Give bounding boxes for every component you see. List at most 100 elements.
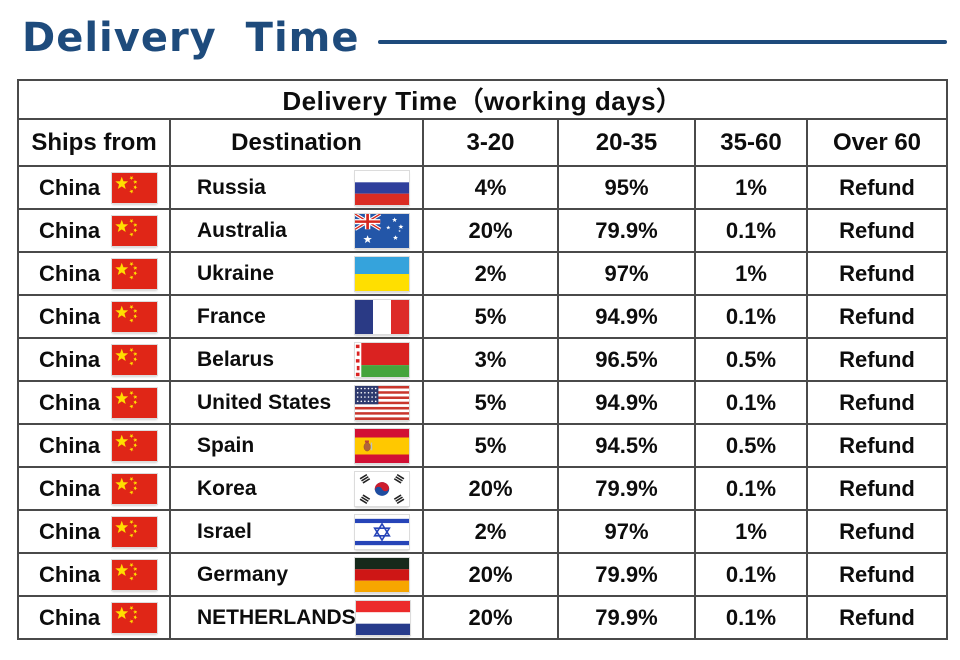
china-flag-icon (112, 602, 157, 633)
value-35-60-cell: 1% (694, 251, 808, 296)
destination-cell-content: Germany (171, 557, 422, 592)
china-flag-icon (112, 559, 157, 590)
netherlands-flag-icon (355, 600, 410, 635)
value-20-35-cell-value: 94.9% (595, 389, 658, 415)
ukraine-flag-icon (355, 256, 409, 291)
destination-label: Spain (197, 433, 255, 457)
value-35-60-cell-value: 0.1% (725, 475, 777, 501)
value-3-20-cell: 2% (422, 251, 559, 296)
value-3-20-cell-value: 20% (468, 604, 513, 630)
ships-from-cell-content: China (19, 516, 169, 547)
value-20-35-cell-value: 97% (604, 260, 649, 286)
ships-from-cell: China (17, 595, 171, 640)
over-60-cell: Refund (806, 208, 948, 253)
israel-flag-icon (355, 514, 409, 549)
value-20-35-cell: 96.5% (557, 337, 696, 382)
value-35-60-cell-value: 0.1% (725, 303, 777, 329)
ships-from-label: China (39, 561, 101, 587)
over-60-cell: Refund (806, 466, 948, 511)
column-header-row: Ships from Destination 3-20 20-35 35-60 … (17, 118, 948, 167)
value-3-20-cell-value: 3% (474, 346, 507, 372)
value-35-60-cell-value: 1% (735, 518, 767, 544)
destination-cell-content: Russia (171, 170, 422, 205)
ships-from-cell-content: China (19, 473, 169, 504)
value-35-60-cell-value: 0.5% (725, 432, 777, 458)
destination-cell: Spain (169, 423, 424, 468)
over-60-cell: Refund (806, 552, 948, 597)
table-row: China Spain 5% 94.5% 0.5% Refund (17, 423, 948, 468)
ships-from-cell-content: China (19, 559, 169, 590)
over-60-cell: Refund (806, 165, 948, 210)
destination-label: France (197, 304, 266, 328)
value-20-35-cell-value: 79.9% (595, 561, 658, 587)
destination-cell: United States (169, 380, 424, 425)
value-3-20-cell-value: 2% (474, 260, 507, 286)
ships-from-label: China (39, 475, 101, 501)
destination-label: Australia (197, 218, 287, 242)
destination-cell: Germany (169, 552, 424, 597)
over-60-cell: Refund (806, 380, 948, 425)
value-3-20-cell: 20% (422, 466, 559, 511)
destination-cell: NETHERLANDS (169, 595, 424, 640)
value-3-20-cell: 5% (422, 423, 559, 468)
col-header-3-20: 3-20 (422, 118, 559, 167)
over-60-cell-value: Refund (839, 475, 915, 501)
table-body: China Russia 4% 95% 1% Refund China Australia 20… (17, 165, 948, 640)
destination-label: NETHERLANDS (197, 605, 356, 629)
korea-flag-icon (355, 471, 409, 506)
value-3-20-cell: 3% (422, 337, 559, 382)
value-20-35-cell: 79.9% (557, 208, 696, 253)
table-row: China France 5% 94.9% 0.1% Refund (17, 294, 948, 339)
destination-label: Belarus (197, 347, 275, 371)
over-60-cell: Refund (806, 423, 948, 468)
value-20-35-cell-value: 94.9% (595, 303, 658, 329)
ships-from-cell-content: China (19, 258, 169, 289)
over-60-cell: Refund (806, 251, 948, 296)
value-20-35-cell: 79.9% (557, 552, 696, 597)
china-flag-icon (112, 516, 157, 547)
table-row: China Korea 20% 79.9% 0.1% Refund (17, 466, 948, 511)
table-row: China Belarus 3% 96.5% 0.5% Refund (17, 337, 948, 382)
value-35-60-cell: 0.1% (694, 294, 808, 339)
destination-label: Ukraine (197, 261, 275, 285)
ships-from-label: China (39, 389, 101, 415)
value-20-35-cell-value: 95% (604, 174, 649, 200)
over-60-cell-value: Refund (839, 303, 915, 329)
col-header-35-60: 35-60 (694, 118, 808, 167)
russia-flag-icon (355, 170, 409, 205)
over-60-cell-value: Refund (839, 389, 915, 415)
ships-from-cell: China (17, 423, 171, 468)
ships-from-cell: China (17, 552, 171, 597)
value-3-20-cell-value: 5% (474, 389, 507, 415)
value-35-60-cell: 0.1% (694, 380, 808, 425)
table-title-row: Delivery Time（working days） (17, 79, 948, 120)
ships-from-cell-content: China (19, 172, 169, 203)
ships-from-cell: China (17, 208, 171, 253)
value-35-60-cell-value: 0.1% (725, 561, 777, 587)
value-3-20-cell-value: 2% (474, 518, 507, 544)
over-60-cell-value: Refund (839, 174, 915, 200)
spain-flag-icon (355, 428, 409, 463)
value-35-60-cell: 1% (694, 165, 808, 210)
delivery-time-table: Delivery Time（working days） Ships from D… (17, 79, 948, 640)
ships-from-cell: China (17, 466, 171, 511)
ships-from-cell-content: China (19, 301, 169, 332)
over-60-cell-value: Refund (839, 561, 915, 587)
ships-from-cell-content: China (19, 602, 169, 633)
value-20-35-cell-value: 94.5% (595, 432, 658, 458)
over-60-cell: Refund (806, 294, 948, 339)
page-header: Delivery Time (22, 16, 947, 60)
destination-cell-content: France (171, 299, 422, 334)
destination-cell-content: Belarus (171, 342, 422, 377)
australia-flag-icon (355, 213, 409, 248)
ships-from-cell: China (17, 337, 171, 382)
value-3-20-cell-value: 4% (474, 174, 507, 200)
value-35-60-cell: 0.5% (694, 423, 808, 468)
usa-flag-icon (355, 385, 409, 420)
col-header-ships-from: Ships from (17, 118, 171, 167)
value-3-20-cell-value: 5% (474, 303, 507, 329)
value-20-35-cell: 97% (557, 251, 696, 296)
destination-cell-content: United States (171, 385, 422, 420)
value-3-20-cell: 20% (422, 208, 559, 253)
value-20-35-cell: 95% (557, 165, 696, 210)
